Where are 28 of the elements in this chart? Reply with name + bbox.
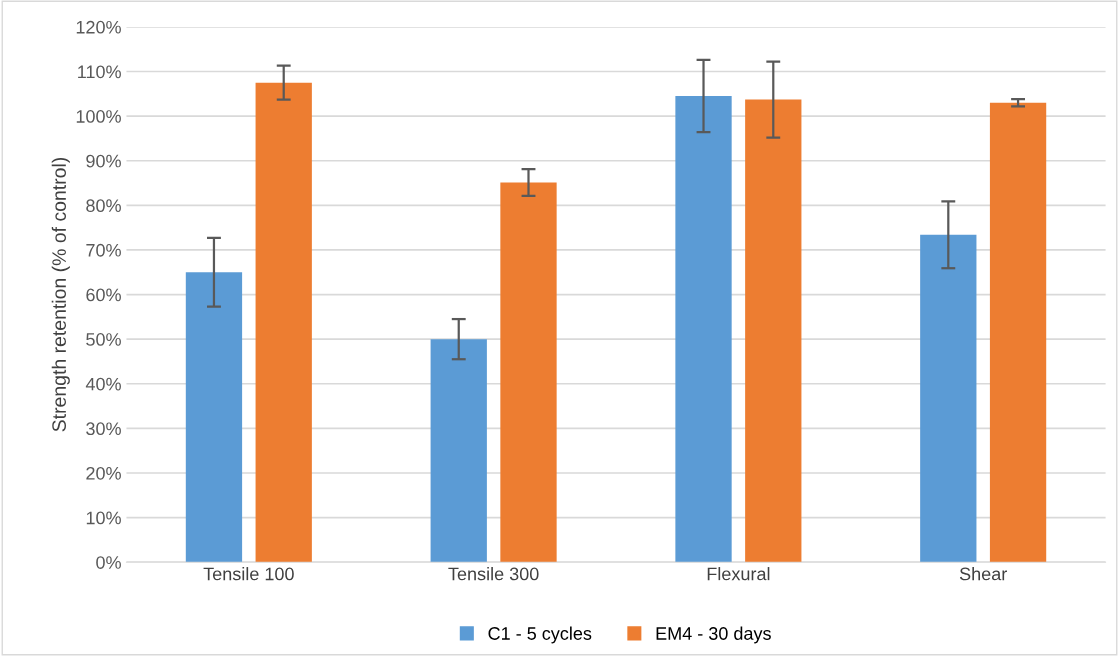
bar [920,234,977,563]
y-tick-label: 100% [76,110,121,123]
y-tick-label: 40% [85,377,121,391]
bar [500,182,557,563]
bar [430,339,487,563]
y-axis-title: Strength retention (% of control) [51,157,70,432]
legend-label: C1 - 5 cycles [488,626,592,644]
x-tick-label: Shear [959,567,1007,581]
y-tick-label: 60% [86,288,121,302]
bar [185,272,243,563]
y-tick-label: 80% [86,199,121,213]
y-tick-label: 70% [86,243,121,257]
x-tick-label: Tensile 300 [448,567,539,581]
x-tick-label: Tensile 100 [203,567,294,581]
y-tick-label: 50% [86,333,121,346]
y-tick-label: 30% [86,422,121,436]
y-tick-label: 0% [96,556,121,569]
y-tick-label: 120% [76,20,121,34]
y-tick-label: 10% [86,511,121,525]
bar [745,99,802,563]
bar [255,82,312,563]
bar [989,102,1047,563]
y-tick-label: 90% [86,154,121,168]
y-tick-label: 110% [78,65,121,79]
x-tick-label: Flexural [707,567,770,581]
bar [675,96,732,563]
y-tick-label: 20% [86,466,121,480]
legend-label: EM4 - 30 days [656,626,771,644]
